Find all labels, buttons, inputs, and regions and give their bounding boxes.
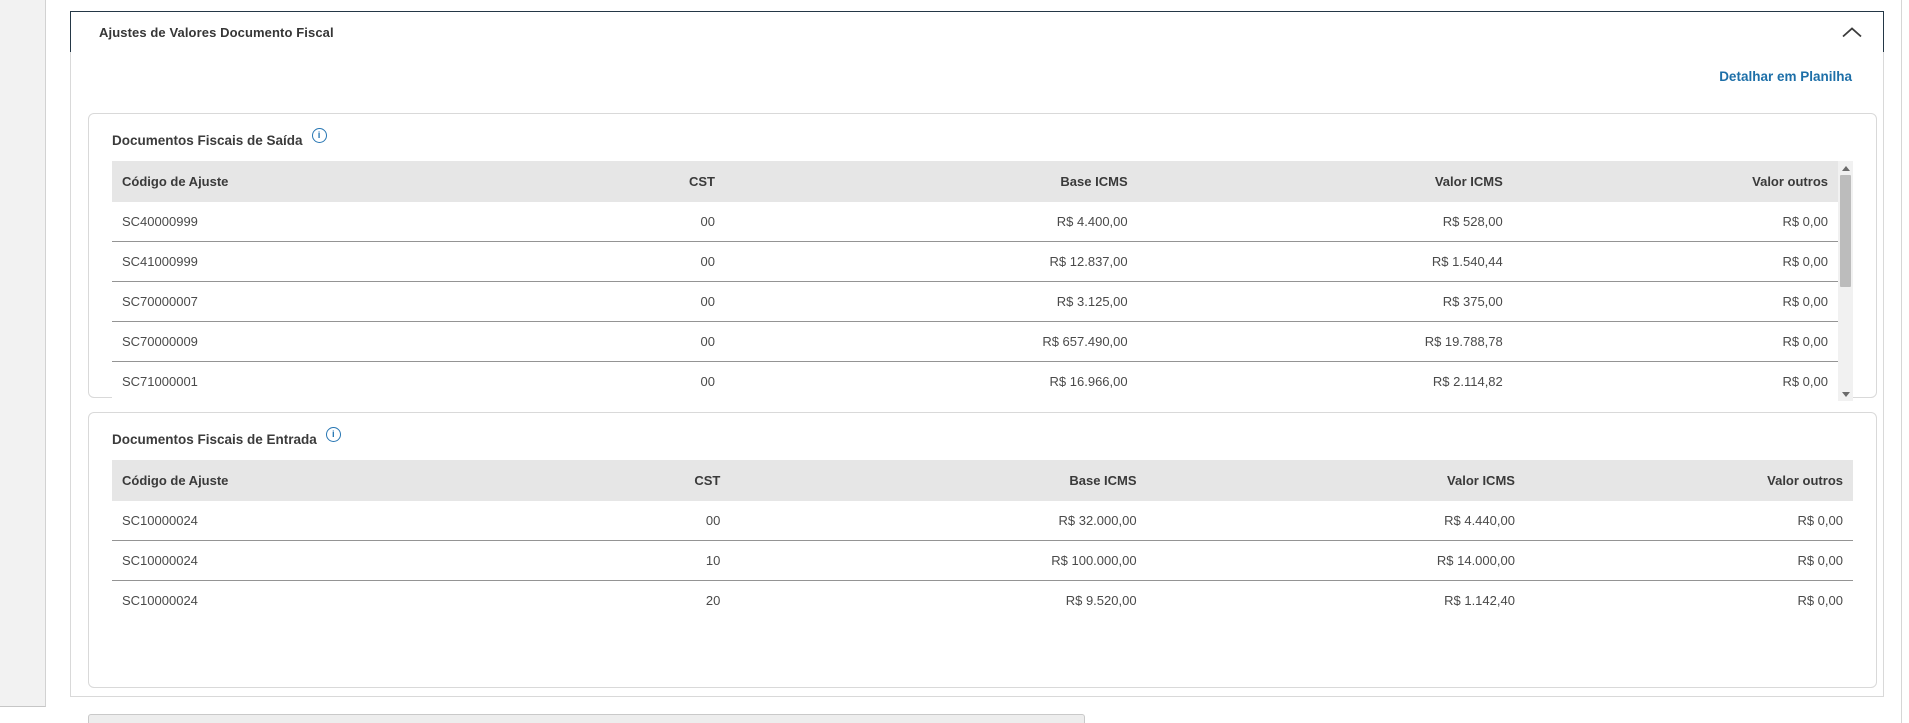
table-cell: 00 [481, 281, 727, 322]
table-cell: R$ 9.520,00 [732, 580, 1149, 620]
column-header-base-icms: Base ICMS [732, 460, 1149, 501]
table-saida: Código de Ajuste CST Base ICMS Valor ICM… [112, 161, 1838, 401]
accordion-content-panel: Detalhar em Planilha Documentos Fiscais … [70, 52, 1884, 697]
column-header-valor-icms: Valor ICMS [1139, 161, 1515, 202]
table-entrada: Código de Ajuste CST Base ICMS Valor ICM… [112, 460, 1853, 620]
table-cell: R$ 16.966,00 [726, 361, 1140, 401]
table-cell: R$ 4.440,00 [1148, 501, 1527, 541]
table-cell: 00 [481, 241, 727, 282]
scrollbar-thumb[interactable] [1840, 175, 1851, 287]
table-cell: R$ 0,00 [1514, 241, 1838, 282]
column-header-cst: CST [484, 460, 733, 501]
table-cell: SC41000999 [112, 241, 482, 282]
table-row: SC40000999 00 R$ 4.400,00 R$ 528,00 R$ 0,00 [112, 202, 1838, 242]
detail-in-spreadsheet-link[interactable]: Detalhar em Planilha [1719, 69, 1852, 84]
table-cell: R$ 100.000,00 [732, 540, 1149, 581]
table-cell: R$ 0,00 [1514, 281, 1838, 322]
table-cell: R$ 0,00 [1514, 321, 1838, 362]
table-cell: R$ 19.788,78 [1139, 321, 1515, 362]
table-cell: R$ 0,00 [1526, 501, 1853, 541]
table-cell: 00 [484, 501, 733, 541]
accordion-title: Ajustes de Valores Documento Fiscal [99, 24, 334, 40]
table-cell: R$ 657.490,00 [726, 321, 1140, 362]
table-cell: SC40000999 [112, 202, 482, 242]
table-cell: R$ 0,00 [1514, 361, 1838, 401]
table-cell: R$ 12.837,00 [726, 241, 1140, 282]
table-cell: R$ 0,00 [1526, 540, 1853, 581]
table-cell: SC10000024 [112, 580, 485, 620]
table-cell: R$ 1.540,44 [1139, 241, 1515, 282]
next-panel-edge [88, 714, 1085, 723]
table-cell: R$ 4.400,00 [726, 202, 1140, 242]
scrollbar-up-button[interactable] [1838, 161, 1853, 175]
table-row: SC10000024 00 R$ 32.000,00 R$ 4.440,00 R$ 0,… [112, 501, 1853, 541]
info-icon[interactable]: i [311, 127, 327, 143]
table-header-row: Código de Ajuste CST Base ICMS Valor ICM… [112, 161, 1838, 202]
table-cell: SC70000009 [112, 321, 482, 362]
table-entrada-wrapper: Código de Ajuste CST Base ICMS Valor ICM… [112, 460, 1853, 620]
table-cell: 00 [481, 361, 727, 401]
table-row: SC71000001 00 R$ 16.966,00 R$ 2.114,82 R$ 0,… [112, 361, 1838, 401]
column-header-codigo: Código de Ajuste [112, 161, 482, 202]
table-cell: SC71000001 [112, 361, 482, 401]
card-title-entrada: Documentos Fiscais de Entrada [112, 431, 317, 447]
right-window-edge [1901, 0, 1902, 723]
card-title-saida: Documentos Fiscais de Saída [112, 132, 303, 148]
table-cell: R$ 0,00 [1526, 580, 1853, 620]
table-cell: 00 [481, 202, 727, 242]
table-cell: R$ 32.000,00 [732, 501, 1149, 541]
chevron-up-icon[interactable] [1841, 26, 1863, 38]
table-row: SC10000024 10 R$ 100.000,00 R$ 14.000,00 R$ … [112, 540, 1853, 581]
table-header-row: Código de Ajuste CST Base ICMS Valor ICM… [112, 460, 1853, 501]
table-cell: R$ 0,00 [1514, 202, 1838, 242]
table-cell: SC10000024 [112, 501, 485, 541]
column-header-valor-outros: Valor outros [1526, 460, 1853, 501]
column-header-valor-icms: Valor ICMS [1148, 460, 1527, 501]
table-row: SC70000007 00 R$ 3.125,00 R$ 375,00 R$ 0,00 [112, 281, 1838, 322]
table-cell: R$ 14.000,00 [1148, 540, 1527, 581]
table-cell: R$ 375,00 [1139, 281, 1515, 322]
column-header-codigo: Código de Ajuste [112, 460, 485, 501]
left-gutter [0, 0, 46, 707]
table-row: SC41000999 00 R$ 12.837,00 R$ 1.540,44 R$ 0,… [112, 241, 1838, 282]
table-cell: 00 [481, 321, 727, 362]
card-documentos-entrada: Documentos Fiscais de Entrada i Código d… [88, 412, 1877, 688]
table-cell: SC70000007 [112, 281, 482, 322]
table-cell: R$ 1.142,40 [1148, 580, 1527, 620]
table-row: SC10000024 20 R$ 9.520,00 R$ 1.142,40 R$ 0,0… [112, 580, 1853, 620]
table-cell: 20 [484, 580, 733, 620]
info-icon[interactable]: i [325, 426, 341, 442]
column-header-cst: CST [481, 161, 727, 202]
table-cell: 10 [484, 540, 733, 581]
accordion-header-ajustes[interactable]: Ajustes de Valores Documento Fiscal [70, 11, 1884, 53]
table-cell: R$ 528,00 [1139, 202, 1515, 242]
table-saida-wrapper: Código de Ajuste CST Base ICMS Valor ICM… [112, 161, 1853, 401]
column-header-base-icms: Base ICMS [726, 161, 1140, 202]
table-cell: SC10000024 [112, 540, 485, 581]
scrollbar-down-button[interactable] [1838, 387, 1853, 401]
card-documentos-saida: Documentos Fiscais de Saída i Código de … [88, 113, 1877, 401]
table-row: SC70000009 00 R$ 657.490,00 R$ 19.788,78 R$ … [112, 321, 1838, 362]
table-cell: R$ 3.125,00 [726, 281, 1140, 322]
table-cell: R$ 2.114,82 [1139, 361, 1515, 401]
column-header-valor-outros: Valor outros [1514, 161, 1838, 202]
vertical-scrollbar[interactable] [1838, 161, 1853, 401]
